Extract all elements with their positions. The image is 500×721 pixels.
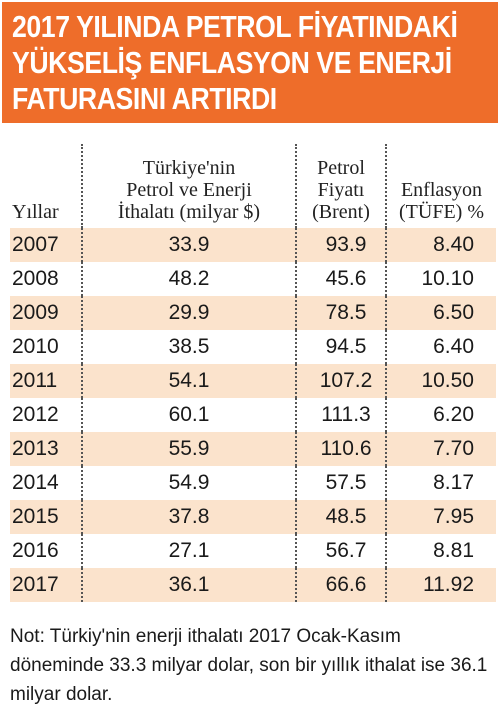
cell-year: 2013 — [10, 432, 82, 466]
title-banner: 2017 YILINDA PETROL FİYATINDAKİ YÜKSELİŞ… — [2, 2, 498, 123]
cell-brent: 107.2 — [295, 364, 386, 398]
cell-brent: 94.5 — [295, 330, 386, 364]
header-imports-line: İthalatı (milyar $) — [117, 201, 261, 223]
cell-brent: 111.3 — [295, 398, 386, 432]
table-row: 2012 60.1 111.3 6.20 — [10, 398, 496, 432]
header-inflation-line: Enflasyon — [400, 179, 483, 201]
cell-imports: 37.8 — [81, 500, 296, 534]
cell-inflation: 11.92 — [385, 568, 496, 602]
cell-brent: 48.5 — [295, 500, 386, 534]
cell-year: 2010 — [12, 335, 59, 358]
header-brent-line: (Brent) — [312, 201, 370, 223]
cell-brent: 78.5 — [295, 296, 386, 330]
title-line-3: FATURASINI ARTIRDI — [12, 81, 277, 116]
title-line-2: YÜKSELİŞ ENFLASYON VE ENERJİ — [12, 45, 452, 80]
cell-year: 2017 — [10, 568, 82, 602]
cell-imports: 36.1 — [81, 568, 296, 602]
header-year-line: Yıllar — [12, 201, 59, 223]
header-year: Yıllar — [10, 144, 82, 228]
table-row: 2010 38.5 94.5 6.40 — [10, 330, 496, 364]
cell-brent: 93.9 — [295, 228, 386, 262]
table-row: 2015 37.8 48.5 7.95 — [10, 500, 496, 534]
cell-year: 2011 — [10, 364, 82, 398]
cell-inflation: 7.70 — [385, 432, 496, 466]
cell-imports: 54.1 — [81, 364, 296, 398]
cell-year: 2016 — [12, 539, 59, 562]
table-row: 2008 48.2 45.6 10.10 — [10, 262, 496, 296]
cell-imports: 33.9 — [81, 228, 296, 262]
cell-year: 2014 — [12, 471, 59, 494]
cell-year: 2012 — [12, 403, 59, 426]
cell-imports: 54.9 — [81, 466, 296, 500]
header-brent-line: Petrol — [317, 157, 365, 179]
cell-year: 2009 — [10, 296, 82, 330]
table-row: 2016 27.1 56.7 8.81 — [10, 534, 496, 568]
cell-inflation: 10.50 — [385, 364, 496, 398]
cell-brent: 56.7 — [295, 534, 386, 568]
title-line-1: 2017 YILINDA PETROL FİYATINDAKİ — [12, 9, 458, 44]
header-row: Yıllar Türkiye'nin Petrol ve Enerji İtha… — [10, 144, 496, 228]
header-imports: Türkiye'nin Petrol ve Enerji İthalatı (m… — [81, 144, 296, 228]
footnote: Not: Türkiy'nin enerji ithalatı 2017 Oca… — [10, 626, 488, 705]
cell-inflation: 10.10 — [385, 262, 496, 296]
cell-imports: 29.9 — [81, 296, 296, 330]
data-table: Yıllar Türkiye'nin Petrol ve Enerji İtha… — [10, 144, 496, 602]
cell-brent: 66.6 — [295, 568, 386, 602]
cell-imports: 38.5 — [81, 330, 296, 364]
cell-imports: 48.2 — [81, 262, 296, 296]
table-row: 2011 54.1 107.2 10.50 — [10, 364, 496, 398]
header-inflation-line: (TÜFE) % — [399, 201, 484, 223]
cell-year: 2008 — [12, 267, 59, 290]
header-brent: Petrol Fiyatı (Brent) — [295, 144, 386, 228]
cell-brent: 57.5 — [295, 466, 386, 500]
cell-brent: 45.6 — [295, 262, 386, 296]
cell-year: 2015 — [10, 500, 82, 534]
header-imports-line: Türkiye'nin — [142, 157, 236, 179]
cell-imports: 60.1 — [81, 398, 296, 432]
table-row: 2014 54.9 57.5 8.17 — [10, 466, 496, 500]
table-row: 2017 36.1 66.6 11.92 — [10, 568, 496, 602]
cell-inflation: 6.20 — [385, 398, 496, 432]
header-imports-line: Petrol ve Enerji — [126, 179, 252, 201]
cell-inflation: 8.81 — [385, 534, 496, 568]
cell-imports: 27.1 — [81, 534, 296, 568]
cell-imports: 55.9 — [81, 432, 296, 466]
cell-inflation: 6.50 — [385, 296, 496, 330]
header-inflation: Enflasyon (TÜFE) % — [385, 144, 496, 228]
cell-inflation: 8.17 — [385, 466, 496, 500]
table-row: 2013 55.9 110.6 7.70 — [10, 432, 496, 466]
cell-inflation: 8.40 — [385, 228, 496, 262]
cell-brent: 110.6 — [295, 432, 386, 466]
cell-inflation: 6.40 — [385, 330, 496, 364]
table-row: 2009 29.9 78.5 6.50 — [10, 296, 496, 330]
table-row: 2007 33.9 93.9 8.40 — [10, 228, 496, 262]
header-brent-line: Fiyatı — [317, 179, 365, 201]
cell-inflation: 7.95 — [385, 500, 496, 534]
cell-year: 2007 — [10, 228, 82, 262]
